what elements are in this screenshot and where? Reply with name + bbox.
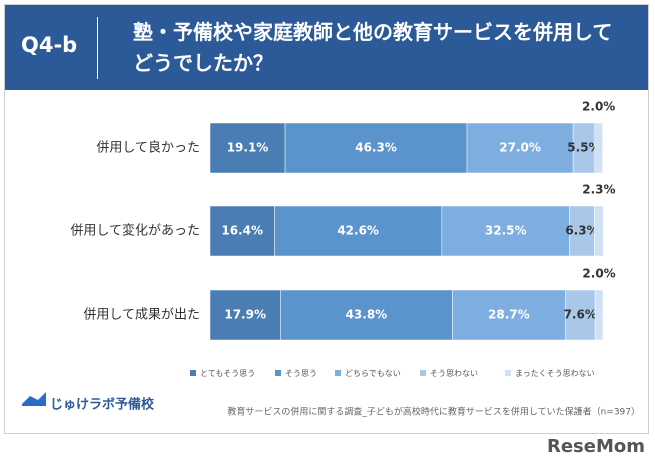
bar-segment: [569, 205, 595, 257]
separator: [97, 17, 98, 79]
legend-swatch: [505, 370, 511, 376]
logo: じゅけラボ予備校: [50, 397, 155, 413]
source: 教育サービスの併用に関する調査_子どもが高校時代に教育サービスを併用していた保護…: [227, 406, 640, 418]
bar-segment: [274, 205, 443, 257]
bar-segment: [594, 122, 603, 174]
value-label: 32.5%: [485, 224, 527, 238]
value-label: 2.3%: [582, 183, 615, 197]
bar-segment: [209, 205, 275, 257]
bar-segment: [280, 289, 453, 341]
legend-label: まったくそう思わない: [515, 369, 595, 378]
value-label: 2.0%: [582, 100, 615, 114]
bar-segment: [452, 289, 566, 341]
value-label: 5.5%: [567, 141, 600, 155]
frame: [4, 4, 649, 434]
value-label: 46.3%: [355, 141, 397, 155]
bar-segment: [565, 289, 596, 341]
bar-segment: [594, 289, 604, 341]
legend-swatch: [420, 370, 426, 376]
question-tag: Q4-b: [21, 33, 78, 57]
value-label: 16.4%: [221, 224, 263, 238]
legend-swatch: [335, 370, 341, 376]
category-label: 併用して変化があった: [70, 223, 200, 239]
bar-segment: [594, 205, 604, 257]
value-label: 27.0%: [499, 141, 541, 155]
legend-label: どちらでもない: [345, 369, 401, 378]
value-label: 42.6%: [337, 224, 379, 238]
header: Q4-b 塾・予備校や家庭教師と他の教育サービスを併用してどうでしたか？: [5, 5, 648, 90]
bar-segment: [284, 122, 468, 174]
value-label: 17.9%: [224, 308, 266, 322]
legend-label: そう思う: [285, 369, 317, 378]
legend-label: とてもそう思う: [200, 369, 255, 378]
value-label: 19.1%: [227, 141, 269, 155]
value-label: 28.7%: [488, 308, 530, 322]
bar-segment: [209, 122, 286, 174]
logo-icon: [22, 392, 46, 406]
value-label: 7.6%: [564, 308, 597, 322]
value-label: 43.8%: [346, 308, 388, 322]
legend-label: そう思わない: [430, 369, 478, 378]
category-label: 併用して成果が出た: [83, 308, 200, 323]
bar-segment: [441, 205, 570, 257]
legend-swatch: [275, 370, 281, 376]
bar-segment: [466, 122, 574, 174]
legend-swatch: [190, 370, 196, 376]
bar-segment: [209, 289, 281, 341]
value-label: 6.3%: [565, 224, 598, 238]
chart-title: 塾・予備校や家庭教師と他の教育サービスを併用してどうでしたか？: [133, 20, 613, 75]
category-label: 併用して良かった: [96, 140, 200, 156]
value-label: 2.0%: [582, 267, 615, 281]
watermark: ReseMom: [547, 436, 645, 457]
